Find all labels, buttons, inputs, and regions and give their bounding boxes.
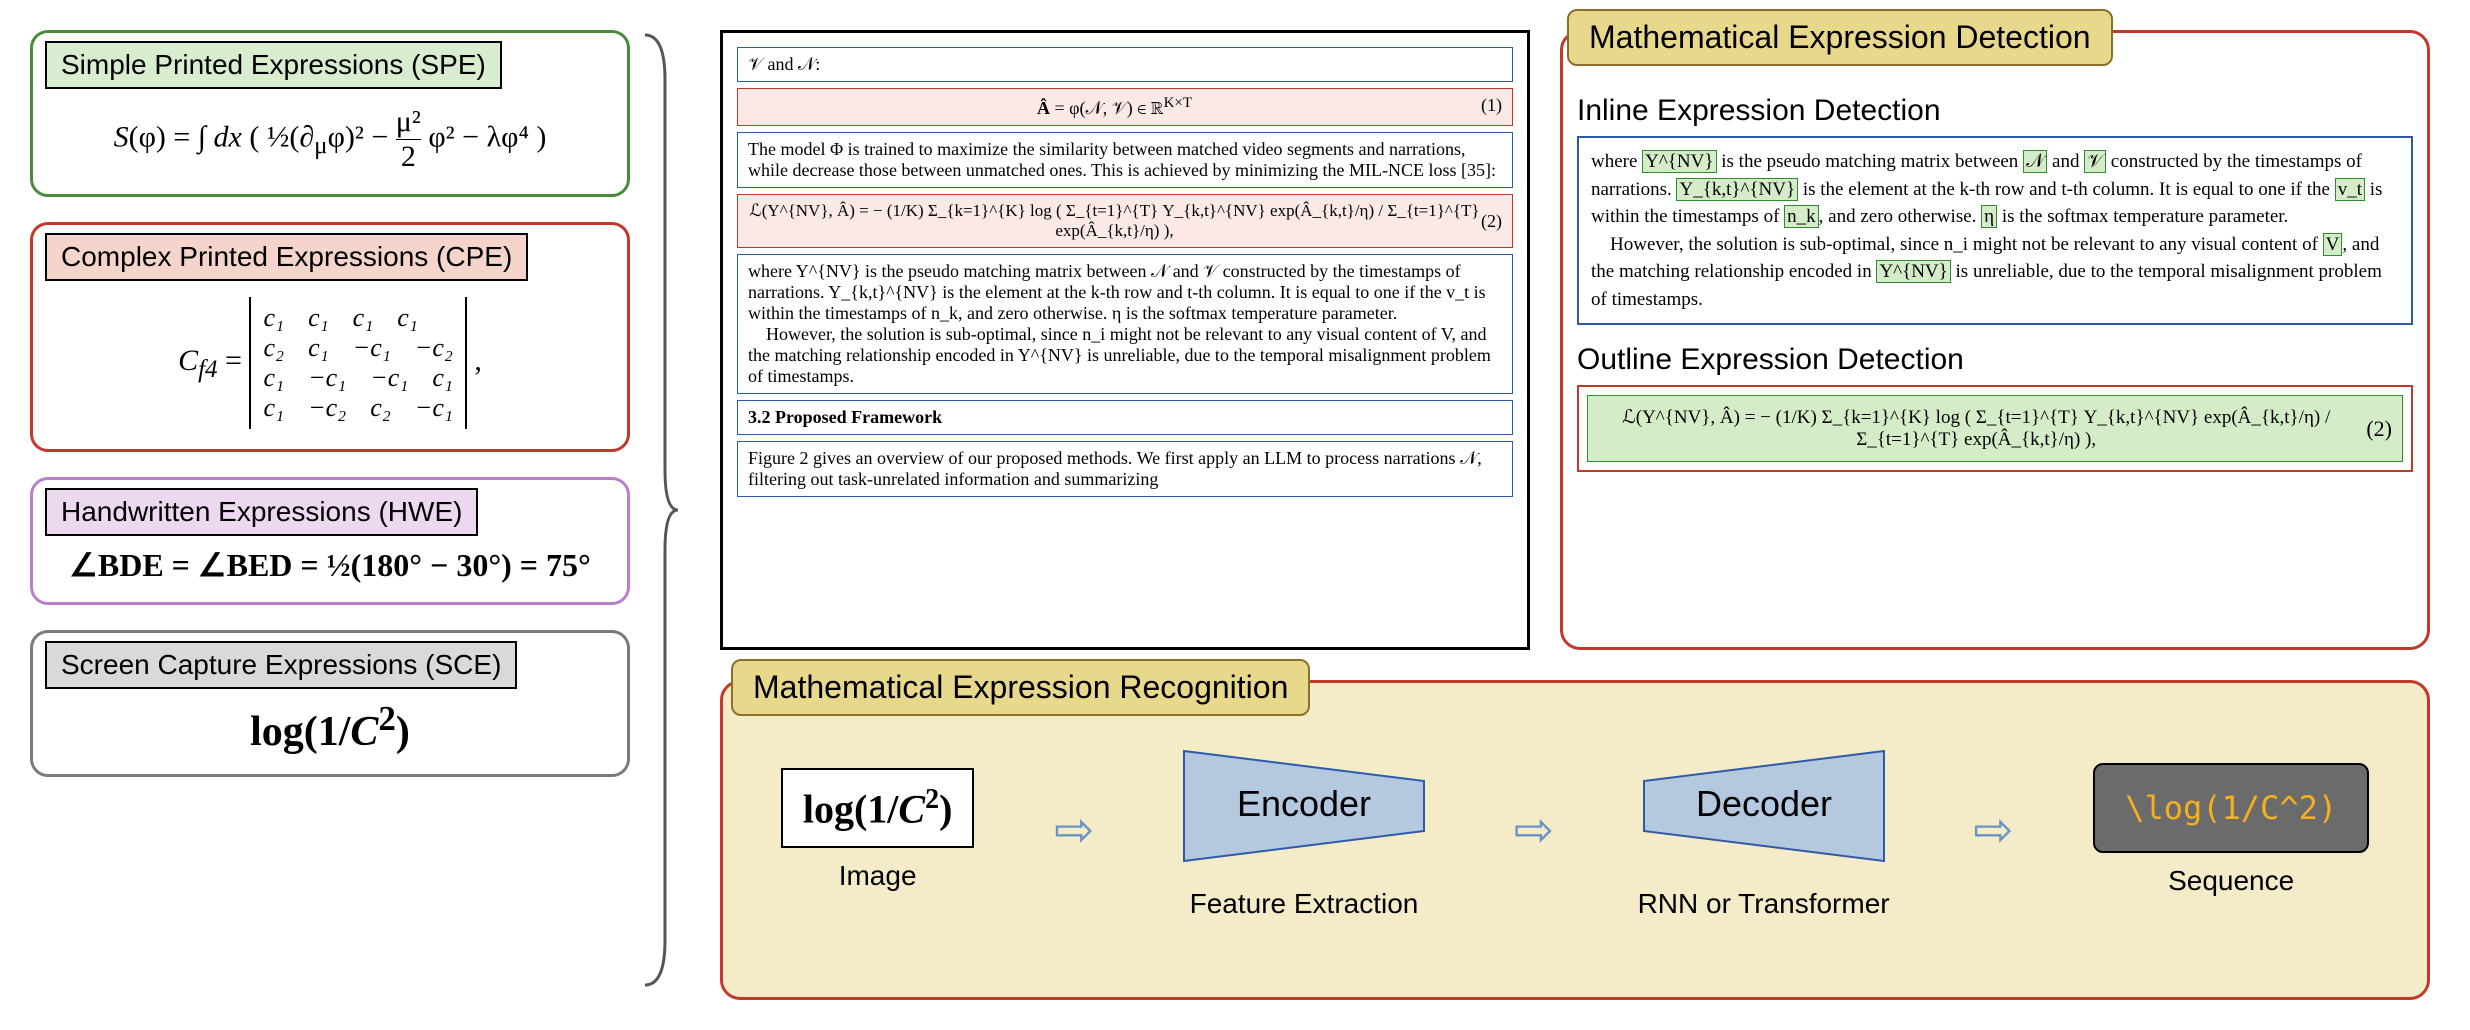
expression-categories: Simple Printed Expressions (SPE) S(φ) = … — [30, 30, 630, 802]
recognition-pipeline: log(1/C2) Image ⇨ Encoder Feature Extrac… — [741, 730, 2409, 930]
cpe-matrix: c₁c₁c₁c₁ c₂c₁−c₁−c₂ c₁−c₁−c₁c₁ c₁−c₂c₂−c… — [249, 297, 466, 429]
hwe-label: Handwritten Expressions (HWE) — [45, 488, 478, 536]
sce-label: Screen Capture Expressions (SCE) — [45, 641, 517, 689]
inline-token: v_t — [2335, 178, 2365, 201]
decoder-label: RNN or Transformer — [1634, 888, 1894, 920]
spe-box: Simple Printed Expressions (SPE) S(φ) = … — [30, 30, 630, 197]
arrow-icon: ⇨ — [1973, 802, 2013, 858]
recognition-title: Mathematical Expression Recognition — [731, 659, 1310, 716]
cpe-box: Complex Printed Expressions (CPE) Cf4 = … — [30, 222, 630, 452]
inline-token: η — [1981, 205, 1997, 228]
outline-detection-box: ℒ(Y^{NV}, Â) = − (1/K) Σ_{k=1}^{K} log (… — [1577, 385, 2413, 472]
decoder-shape: Decoder — [1634, 741, 1894, 871]
encoder-text: Encoder — [1237, 783, 1371, 824]
inline-detection-box: where Y^{NV} is the pseudo matching matr… — [1577, 136, 2413, 325]
arrow-icon: ⇨ — [1054, 802, 1094, 858]
detection-title: Mathematical Expression Detection — [1567, 9, 2113, 66]
cpe-formula: Cf4 = c₁c₁c₁c₁ c₂c₁−c₁−c₂ c₁−c₁−c₁c₁ c₁−… — [45, 291, 615, 431]
cpe-label: Complex Printed Expressions (CPE) — [45, 233, 528, 281]
inline-token: 𝒩 — [2023, 150, 2047, 173]
input-image-box: log(1/C2) — [781, 768, 975, 848]
encoder-shape: Encoder — [1174, 741, 1434, 871]
pipeline-sequence: \log(1/C^2) Sequence — [2093, 763, 2369, 897]
sce-box: Screen Capture Expressions (SCE) log(1/C… — [30, 630, 630, 777]
inline-token: V — [2323, 233, 2343, 256]
grouping-bracket — [640, 30, 680, 990]
pipeline-image: log(1/C2) Image — [781, 768, 975, 892]
encoder-label: Feature Extraction — [1174, 888, 1434, 920]
snippet-eq-1: Â = φ(𝒩, 𝒱) ∈ ℝK×T (1) — [737, 88, 1513, 126]
recognition-panel: Mathematical Expression Recognition log(… — [720, 680, 2430, 1000]
outline-eq: ℒ(Y^{NV}, Â) = − (1/K) Σ_{k=1}^{K} log (… — [1587, 395, 2403, 462]
detection-panel: Mathematical Expression Detection Inline… — [1560, 30, 2430, 650]
snippet-text-1: 𝒱 and 𝒩: — [737, 47, 1513, 82]
eq1-number: (1) — [1481, 95, 1502, 119]
inline-token: Y_{k,t}^{NV} — [1676, 178, 1798, 201]
eq2-number: (2) — [1481, 211, 1502, 232]
sequence-label: Sequence — [2093, 865, 2369, 897]
paper-snippet: 𝒱 and 𝒩: Â = φ(𝒩, 𝒱) ∈ ℝK×T (1) The mode… — [720, 30, 1530, 650]
hwe-formula: ∠BDE = ∠BED = ½(180° − 30°) = 75° — [45, 546, 615, 584]
snippet-para-2: where Y^{NV} is the pseudo matching matr… — [737, 254, 1513, 394]
pipeline-decoder: Decoder RNN or Transformer — [1634, 741, 1894, 920]
outline-detection-title: Outline Expression Detection — [1577, 343, 2413, 377]
snippet-eq-2: ℒ(Y^{NV}, Â) = − (1/K) Σ_{k=1}^{K} log (… — [737, 194, 1513, 248]
hwe-box: Handwritten Expressions (HWE) ∠BDE = ∠BE… — [30, 477, 630, 605]
snippet-section: 3.2 Proposed Framework — [737, 400, 1513, 435]
image-label: Image — [781, 860, 975, 892]
arrow-icon: ⇨ — [1514, 802, 1554, 858]
spe-formula: S(φ) = ∫ dx ( ½(∂μφ)² − μ²2 φ² − λφ⁴ ) — [45, 99, 615, 176]
inline-detection-title: Inline Expression Detection — [1577, 94, 2413, 128]
sce-formula: log(1/C2) — [45, 699, 615, 756]
inline-token: n_k — [1784, 205, 1819, 228]
inline-token: Y^{NV} — [1876, 260, 1950, 283]
output-sequence-box: \log(1/C^2) — [2093, 763, 2369, 853]
snippet-para-1: The model Φ is trained to maximize the s… — [737, 132, 1513, 188]
inline-token: 𝒱 — [2084, 150, 2106, 173]
spe-label: Simple Printed Expressions (SPE) — [45, 41, 502, 89]
inline-token: Y^{NV} — [1642, 150, 1716, 173]
snippet-para-4: Figure 2 gives an overview of our propos… — [737, 441, 1513, 497]
decoder-text: Decoder — [1696, 783, 1832, 824]
pipeline-encoder: Encoder Feature Extraction — [1174, 741, 1434, 920]
